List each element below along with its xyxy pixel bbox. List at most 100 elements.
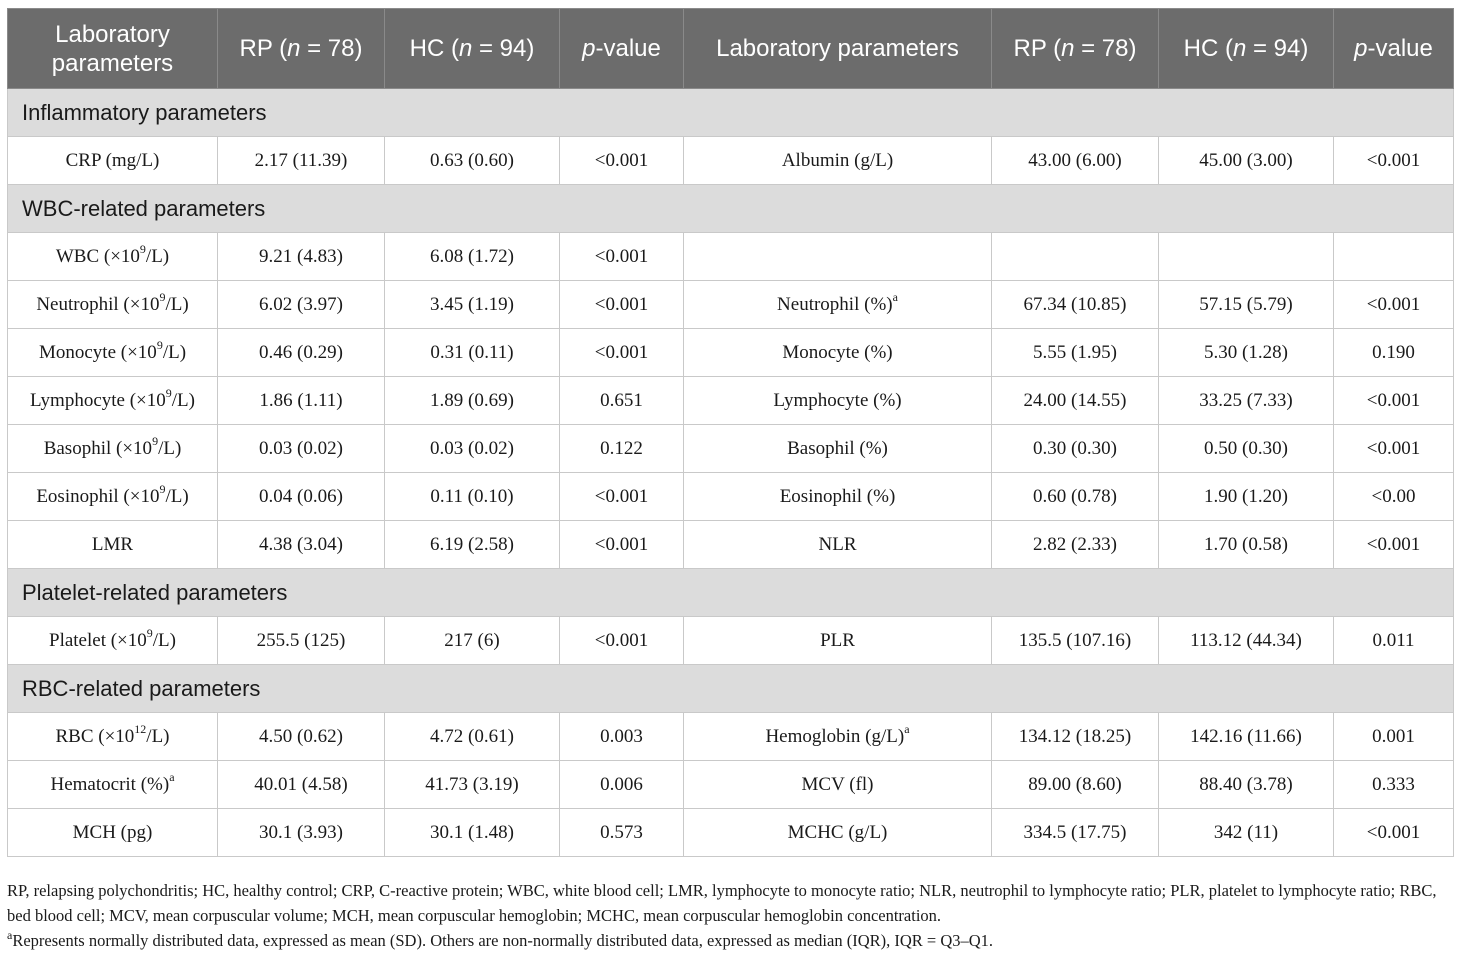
param-name: CRP (mg/L) <box>7 136 218 185</box>
p-value: <0.001 <box>559 520 684 569</box>
rp-value: 4.50 (0.62) <box>217 712 385 761</box>
rp-value: 135.5 (107.16) <box>991 616 1159 665</box>
param-name: WBC (×109/L) <box>7 232 218 281</box>
rp-value: 6.02 (3.97) <box>217 280 385 329</box>
param-name: Hemoglobin (g/L)a <box>683 712 992 761</box>
p-value: <0.001 <box>559 328 684 377</box>
section-title-wbc: WBC-related parameters <box>7 184 1454 233</box>
p-value: <0.001 <box>1333 376 1454 425</box>
param-name: MCV (fl) <box>683 760 992 809</box>
p-value: 0.333 <box>1333 760 1454 809</box>
param-name: PLR <box>683 616 992 665</box>
p-value: 0.003 <box>559 712 684 761</box>
rp-value: 24.00 (14.55) <box>991 376 1159 425</box>
p-value: <0.00 <box>1333 472 1454 521</box>
hc-value: 113.12 (44.34) <box>1158 616 1334 665</box>
rp-value: 4.38 (3.04) <box>217 520 385 569</box>
param-name: Monocyte (%) <box>683 328 992 377</box>
hc-value: 4.72 (0.61) <box>384 712 560 761</box>
p-value: <0.001 <box>1333 424 1454 473</box>
table-row: Monocyte (×109/L) 0.46 (0.29) 0.31 (0.11… <box>7 328 1454 377</box>
table-footnotes: RP, relapsing polychondritis; HC, health… <box>7 878 1457 953</box>
rp-value: 2.17 (11.39) <box>217 136 385 185</box>
hc-value: 33.25 (7.33) <box>1158 376 1334 425</box>
table-row: Basophil (×109/L) 0.03 (0.02) 0.03 (0.02… <box>7 424 1454 473</box>
rp-value: 255.5 (125) <box>217 616 385 665</box>
rp-value: 134.12 (18.25) <box>991 712 1159 761</box>
header-lab-parameters-right: Laboratory parameters <box>683 8 992 89</box>
section-title-platelet: Platelet-related parameters <box>7 568 1454 617</box>
hc-value: 142.16 (11.66) <box>1158 712 1334 761</box>
p-value: <0.001 <box>1333 808 1454 857</box>
p-value: <0.001 <box>559 616 684 665</box>
hc-value: 41.73 (3.19) <box>384 760 560 809</box>
section-row: WBC-related parameters <box>7 184 1454 233</box>
param-name: Platelet (×109/L) <box>7 616 218 665</box>
table-row: WBC (×109/L) 9.21 (4.83) 6.08 (1.72) <0.… <box>7 232 1454 281</box>
param-name: Eosinophil (%) <box>683 472 992 521</box>
param-name: Albumin (g/L) <box>683 136 992 185</box>
param-name: LMR <box>7 520 218 569</box>
hc-value: 1.70 (0.58) <box>1158 520 1334 569</box>
empty-cell <box>1333 232 1454 281</box>
hc-value: 45.00 (3.00) <box>1158 136 1334 185</box>
normal-distribution-footnote: aRepresents normally distributed data, e… <box>7 927 994 951</box>
rp-value: 334.5 (17.75) <box>991 808 1159 857</box>
hc-value: 88.40 (3.78) <box>1158 760 1334 809</box>
param-name: Eosinophil (×109/L) <box>7 472 218 521</box>
p-value: 0.011 <box>1333 616 1454 665</box>
param-name: Neutrophil (×109/L) <box>7 280 218 329</box>
rp-value: 0.04 (0.06) <box>217 472 385 521</box>
rp-value: 89.00 (8.60) <box>991 760 1159 809</box>
hc-value: 0.50 (0.30) <box>1158 424 1334 473</box>
param-name: Neutrophil (%)a <box>683 280 992 329</box>
rp-value: 30.1 (3.93) <box>217 808 385 857</box>
param-name: NLR <box>683 520 992 569</box>
p-value: <0.001 <box>1333 136 1454 185</box>
empty-cell <box>683 232 992 281</box>
section-title-rbc: RBC-related parameters <box>7 664 1454 713</box>
param-name: Basophil (×109/L) <box>7 424 218 473</box>
table-row: LMR 4.38 (3.04) 6.19 (2.58) <0.001 NLR 2… <box>7 520 1454 569</box>
param-name: Hematocrit (%)a <box>7 760 218 809</box>
p-value: 0.006 <box>559 760 684 809</box>
laboratory-parameters-table: Laboratory parameters RP (n = 78) HC (n … <box>7 8 1454 857</box>
rp-value: 9.21 (4.83) <box>217 232 385 281</box>
header-rp-left: RP (n = 78) <box>217 8 385 89</box>
table-header-row: Laboratory parameters RP (n = 78) HC (n … <box>7 8 1454 89</box>
table-row: Lymphocyte (×109/L) 1.86 (1.11) 1.89 (0.… <box>7 376 1454 425</box>
table-row: Platelet (×109/L) 255.5 (125) 217 (6) <0… <box>7 616 1454 665</box>
empty-cell <box>991 232 1159 281</box>
hc-value: 5.30 (1.28) <box>1158 328 1334 377</box>
empty-cell <box>1158 232 1334 281</box>
rp-value: 43.00 (6.00) <box>991 136 1159 185</box>
hc-value: 0.11 (0.10) <box>384 472 560 521</box>
rp-value: 40.01 (4.58) <box>217 760 385 809</box>
table-row: Hematocrit (%)a 40.01 (4.58) 41.73 (3.19… <box>7 760 1454 809</box>
p-value: 0.001 <box>1333 712 1454 761</box>
hc-value: 342 (11) <box>1158 808 1334 857</box>
param-name: Monocyte (×109/L) <box>7 328 218 377</box>
header-hc-right: HC (n = 94) <box>1158 8 1334 89</box>
table-row: MCH (pg) 30.1 (3.93) 30.1 (1.48) 0.573 M… <box>7 808 1454 857</box>
rp-value: 2.82 (2.33) <box>991 520 1159 569</box>
p-value: <0.001 <box>559 136 684 185</box>
rp-value: 0.30 (0.30) <box>991 424 1159 473</box>
rp-value: 1.86 (1.11) <box>217 376 385 425</box>
p-value: 0.651 <box>559 376 684 425</box>
header-lab-parameters-left: Laboratory parameters <box>7 8 218 89</box>
rp-value: 67.34 (10.85) <box>991 280 1159 329</box>
p-value: <0.001 <box>559 232 684 281</box>
p-value: <0.001 <box>1333 280 1454 329</box>
header-pvalue-left: p-value <box>559 8 684 89</box>
header-hc-left: HC (n = 94) <box>384 8 560 89</box>
section-row: Platelet-related parameters <box>7 568 1454 617</box>
hc-value: 1.90 (1.20) <box>1158 472 1334 521</box>
param-name: RBC (×1012/L) <box>7 712 218 761</box>
rp-value: 0.46 (0.29) <box>217 328 385 377</box>
abbreviations-footnote: RP, relapsing polychondritis; HC, health… <box>7 881 1437 925</box>
rp-value: 0.03 (0.02) <box>217 424 385 473</box>
hc-value: 3.45 (1.19) <box>384 280 560 329</box>
p-value: <0.001 <box>559 280 684 329</box>
hc-value: 0.63 (0.60) <box>384 136 560 185</box>
